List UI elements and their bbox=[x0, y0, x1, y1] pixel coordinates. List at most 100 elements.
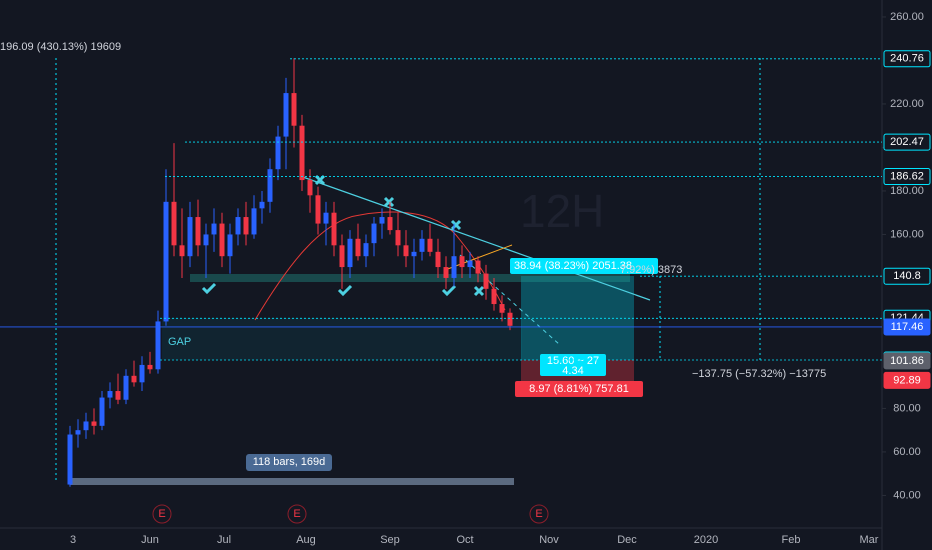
earnings: E bbox=[293, 508, 300, 520]
candle-body bbox=[299, 125, 305, 181]
annotation: 38.94 (38.23%) 2051.38 bbox=[514, 260, 632, 272]
candle-body bbox=[251, 208, 257, 235]
trend-line bbox=[459, 254, 561, 346]
annotation: 196.09 (430.13%) 19609 bbox=[0, 41, 121, 53]
candle-body bbox=[459, 256, 465, 268]
candle-body bbox=[491, 288, 497, 305]
y-tick-label: 80.00 bbox=[893, 402, 921, 414]
earnings: E bbox=[158, 508, 165, 520]
price-label: 117.46 bbox=[891, 321, 924, 333]
annotation: 118 bars, 169d bbox=[253, 456, 326, 468]
candle-body bbox=[507, 312, 513, 326]
candle-body bbox=[227, 234, 233, 257]
bars-range bbox=[70, 478, 514, 485]
candle-body bbox=[339, 245, 345, 268]
candle-body bbox=[395, 230, 401, 246]
candle-body bbox=[499, 304, 505, 313]
candle-body bbox=[427, 238, 433, 252]
x-tick-label: Feb bbox=[782, 534, 801, 546]
candle-body bbox=[123, 375, 129, 400]
x-tick-label: Sep bbox=[380, 534, 400, 546]
price-label-box bbox=[883, 352, 931, 370]
candle-body bbox=[235, 217, 241, 235]
candle-body bbox=[275, 136, 281, 170]
label-box bbox=[246, 454, 332, 471]
x-tick-label: Mar bbox=[860, 534, 879, 546]
y-tick-label: 180.00 bbox=[890, 185, 924, 197]
price-label-box bbox=[883, 371, 931, 389]
candle-body bbox=[379, 217, 385, 224]
annotation: 4.34 bbox=[562, 365, 583, 377]
price-label-box bbox=[883, 133, 931, 151]
candle-body bbox=[219, 223, 225, 257]
candle-body bbox=[171, 201, 177, 246]
candle-body bbox=[411, 251, 417, 257]
price-label: 101.86 bbox=[890, 355, 924, 367]
candle-body bbox=[91, 421, 97, 426]
candle-body bbox=[387, 217, 393, 231]
earnings: E bbox=[535, 508, 542, 520]
candle-body bbox=[371, 223, 377, 244]
y-tick-label: 260.00 bbox=[890, 11, 924, 23]
price-label-box bbox=[883, 318, 931, 336]
price-label-box bbox=[883, 267, 931, 285]
candle-body bbox=[203, 234, 209, 246]
candle-body bbox=[155, 321, 161, 370]
candle-body bbox=[67, 434, 73, 485]
price-label: 240.76 bbox=[890, 53, 924, 65]
x-tick-label: 3 bbox=[70, 534, 76, 546]
y-tick-label: 220.00 bbox=[890, 98, 924, 110]
price-label-box bbox=[883, 50, 931, 68]
earnings-markers: E E E bbox=[152, 504, 549, 524]
candle-body bbox=[195, 217, 201, 246]
x-tick-label: Jun bbox=[141, 534, 159, 546]
candle-body bbox=[307, 180, 313, 196]
annotation: GAP bbox=[168, 336, 191, 348]
price-label: 140.8 bbox=[893, 270, 921, 282]
price-label: 186.62 bbox=[890, 170, 924, 182]
markers bbox=[201, 174, 485, 297]
label-box bbox=[515, 381, 643, 397]
candle-body bbox=[347, 238, 353, 268]
candle-body bbox=[435, 251, 441, 268]
x-tick-label: 2020 bbox=[694, 534, 718, 546]
candle-body bbox=[443, 267, 449, 278]
candle-body bbox=[419, 238, 425, 252]
candle-body bbox=[467, 260, 473, 268]
candle-body bbox=[363, 243, 369, 257]
x-tick-label: Jul bbox=[217, 534, 231, 546]
candle-body bbox=[475, 260, 481, 274]
candle-body bbox=[331, 212, 337, 246]
label-box bbox=[510, 258, 658, 274]
y-tick-label: 60.00 bbox=[893, 446, 921, 458]
watermark: 12H bbox=[520, 185, 604, 237]
candle-body bbox=[483, 273, 489, 289]
candle-body bbox=[315, 195, 321, 224]
candle-body bbox=[139, 364, 145, 383]
trend-line bbox=[299, 175, 651, 301]
candle-body bbox=[291, 93, 297, 126]
y-tick-label: 160.00 bbox=[890, 228, 924, 240]
annotation: −137.75 (−57.32%) −13775 bbox=[692, 368, 826, 380]
candle-body bbox=[403, 245, 409, 257]
candle-body bbox=[267, 169, 273, 202]
candle-body bbox=[451, 256, 457, 278]
candle-body bbox=[131, 375, 137, 383]
candle-body bbox=[283, 93, 289, 137]
x-tick-label: Aug bbox=[296, 534, 316, 546]
candle-body bbox=[115, 391, 121, 400]
price-label: 92.89 bbox=[893, 374, 921, 386]
label-box bbox=[540, 354, 606, 376]
gap-zone bbox=[162, 318, 522, 360]
annotation: 7.92%) 3873 bbox=[620, 264, 682, 276]
candle-body bbox=[179, 245, 185, 257]
candle-body bbox=[75, 430, 81, 435]
candle-body bbox=[107, 391, 113, 398]
support-zone bbox=[190, 274, 630, 282]
annotation: 15.60 ~ 27 bbox=[547, 355, 599, 367]
x-tick-label: Oct bbox=[456, 534, 473, 546]
candle-body bbox=[83, 421, 89, 431]
price-label: 202.47 bbox=[890, 136, 924, 148]
candle-body bbox=[259, 201, 265, 209]
